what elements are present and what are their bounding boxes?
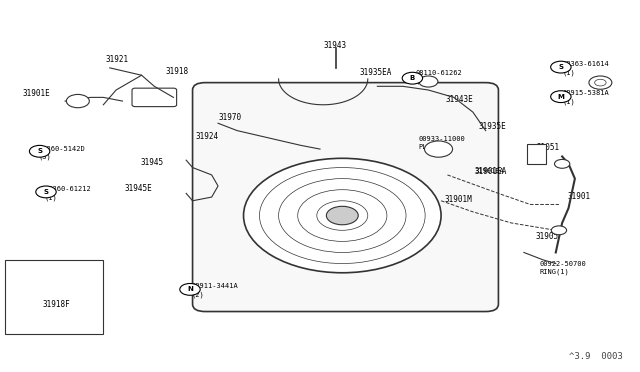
Circle shape	[326, 206, 358, 225]
Text: 31921: 31921	[105, 55, 129, 64]
Text: N: N	[187, 286, 193, 292]
Text: 31970: 31970	[218, 113, 241, 122]
Text: 31935E: 31935E	[478, 122, 506, 131]
Text: 31943: 31943	[323, 41, 346, 50]
Circle shape	[550, 61, 571, 73]
Circle shape	[36, 186, 56, 198]
Circle shape	[402, 72, 422, 84]
Text: 31943E: 31943E	[445, 96, 474, 105]
Text: 31901EA: 31901EA	[474, 167, 507, 176]
Circle shape	[551, 226, 566, 235]
Text: 08110-61262
(1): 08110-61262 (1)	[415, 70, 462, 84]
FancyBboxPatch shape	[132, 88, 177, 107]
Bar	[4, 260, 103, 334]
Text: B: B	[410, 75, 415, 81]
Text: 08911-3441A
(2): 08911-3441A (2)	[191, 283, 238, 298]
Text: M: M	[557, 94, 564, 100]
Text: 31924: 31924	[196, 132, 219, 141]
Circle shape	[29, 145, 50, 157]
Text: 31901EA: 31901EA	[474, 168, 504, 174]
Text: 08360-5142D
(3): 08360-5142D (3)	[38, 145, 85, 160]
Text: 31918F: 31918F	[43, 300, 70, 310]
Text: S: S	[37, 148, 42, 154]
Text: 31901M: 31901M	[444, 195, 472, 204]
Circle shape	[595, 79, 606, 86]
Text: 08363-61614
(1): 08363-61614 (1)	[562, 61, 609, 76]
FancyBboxPatch shape	[193, 83, 499, 311]
Circle shape	[180, 283, 200, 295]
Text: ^3.9  0003: ^3.9 0003	[569, 352, 623, 361]
Text: 31901E: 31901E	[22, 89, 50, 98]
Text: 31945E: 31945E	[124, 185, 152, 193]
Text: S: S	[44, 189, 49, 195]
Bar	[527, 144, 546, 164]
Text: 31918: 31918	[166, 67, 189, 76]
Circle shape	[67, 94, 90, 108]
Text: 31051: 31051	[537, 144, 560, 153]
Circle shape	[244, 158, 441, 273]
Text: 31905: 31905	[536, 232, 559, 241]
Circle shape	[424, 141, 452, 157]
Circle shape	[589, 76, 612, 89]
Text: 08915-5381A
(1): 08915-5381A (1)	[562, 90, 609, 105]
Text: 31935EA: 31935EA	[360, 68, 392, 77]
Circle shape	[550, 91, 571, 103]
Text: 31945: 31945	[140, 157, 163, 167]
Text: 00922-50700
RING(1): 00922-50700 RING(1)	[540, 261, 587, 275]
Text: 08360-61212
(1): 08360-61212 (1)	[45, 186, 92, 201]
Text: 31901: 31901	[567, 192, 590, 201]
Text: S: S	[558, 64, 563, 70]
Circle shape	[554, 160, 570, 168]
Text: 00933-11000
PLUG(1): 00933-11000 PLUG(1)	[419, 135, 465, 150]
Circle shape	[419, 76, 438, 87]
